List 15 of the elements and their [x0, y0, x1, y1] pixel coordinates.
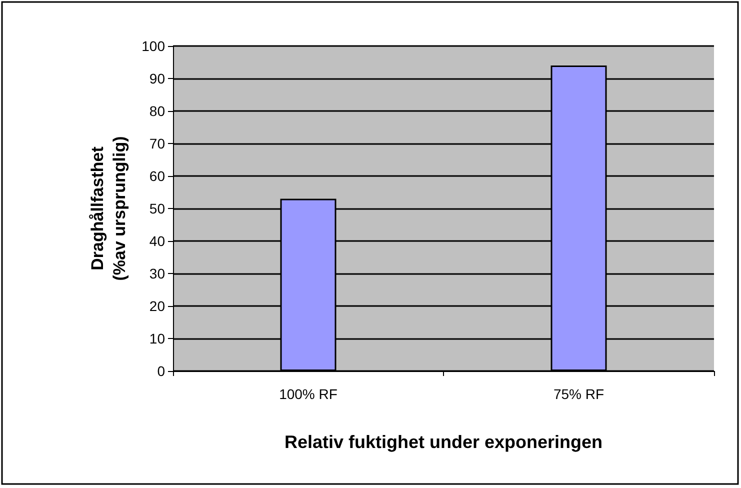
y-tick-label: 50: [149, 200, 166, 216]
y-tick-label: 70: [149, 136, 166, 152]
y-tick-label: 100: [142, 38, 166, 54]
y-tick-label: 20: [149, 298, 166, 314]
x-tick-label: 75% RF: [553, 386, 604, 402]
y-tick-label: 10: [149, 330, 166, 346]
y-tick-label: 80: [149, 103, 166, 119]
y-tick-label: 30: [149, 266, 166, 282]
y-axis-title: Draghållfasthet (%av ursprunglig): [88, 136, 130, 281]
y-tick-label: 40: [149, 233, 166, 249]
x-axis-title: Relativ fuktighet under exponeringen: [284, 432, 603, 452]
y-tick-label: 90: [149, 70, 166, 86]
y-tick-label: 60: [149, 168, 166, 184]
y-tick-label: 0: [157, 363, 166, 379]
x-tick-label: 100% RF: [279, 386, 338, 402]
